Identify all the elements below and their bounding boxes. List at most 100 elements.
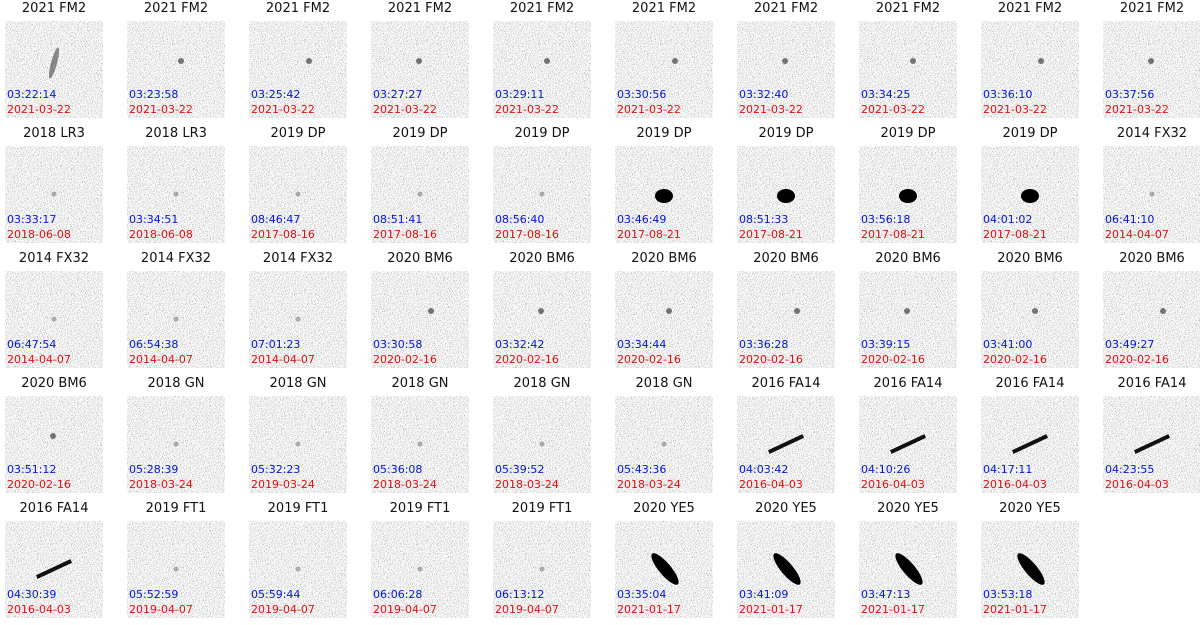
image-feature (371, 21, 469, 118)
image-cutout (249, 396, 347, 493)
panel: 2021 FM2 03:36:10 2021-03-22 (981, 1, 1079, 121)
time-label: 03:56:18 (861, 213, 911, 226)
panel: 2019 DP 08:56:40 2017-08-16 (493, 126, 591, 246)
time-label: 03:49:27 (1105, 338, 1155, 351)
time-label: 04:23:55 (1105, 463, 1155, 476)
time-label: 03:39:15 (861, 338, 911, 351)
image-cutout (859, 271, 957, 368)
image-cutout (981, 21, 1079, 118)
image-cutout (859, 146, 957, 243)
image-cutout (615, 521, 713, 618)
image-feature (615, 396, 713, 493)
image-feature (371, 271, 469, 368)
time-label: 06:13:12 (495, 588, 545, 601)
time-label: 05:39:52 (495, 463, 545, 476)
image-feature (1133, 434, 1171, 454)
image-feature (173, 191, 179, 197)
panel-title: 2016 FA14 (995, 376, 1065, 391)
panel-title: 2018 LR3 (145, 126, 207, 141)
image-feature (428, 308, 434, 314)
time-label: 03:36:28 (739, 338, 789, 351)
panel-title: 2014 FX32 (140, 251, 212, 266)
time-label: 04:30:39 (7, 588, 57, 601)
image-feature (655, 189, 673, 203)
image-cutout (493, 146, 591, 243)
date-label: 2014-04-07 (7, 353, 71, 366)
image-cutout (249, 271, 347, 368)
date-label: 2020-02-16 (983, 353, 1047, 366)
date-label: 2017-08-21 (739, 228, 803, 241)
image-cutout (371, 396, 469, 493)
panel: 2020 YE5 03:35:04 2021-01-17 (615, 501, 713, 621)
panel-title: 2020 BM6 (21, 376, 87, 391)
time-label: 03:30:58 (373, 338, 423, 351)
panel-title: 2019 DP (880, 126, 936, 141)
date-label: 2017-08-21 (617, 228, 681, 241)
panel-title: 2016 FA14 (1117, 376, 1187, 391)
time-label: 03:29:11 (495, 88, 545, 101)
image-feature (35, 559, 73, 579)
panel-title: 2021 FM2 (631, 1, 697, 16)
panel: 2019 FT1 06:13:12 2019-04-07 (493, 501, 591, 621)
image-cutout (127, 146, 225, 243)
date-label: 2017-08-16 (251, 228, 315, 241)
image-feature (737, 21, 835, 118)
image-feature (794, 308, 800, 314)
panel: 2020 BM6 03:41:00 2020-02-16 (981, 251, 1079, 371)
panel: 2019 DP 08:51:33 2017-08-21 (737, 126, 835, 246)
panel: 2016 FA14 04:17:11 2016-04-03 (981, 376, 1079, 496)
panel: 2020 BM6 03:51:12 2020-02-16 (5, 376, 103, 496)
image-cutout (127, 396, 225, 493)
image-cutout (371, 521, 469, 618)
date-label: 2020-02-16 (373, 353, 437, 366)
image-feature (416, 58, 422, 64)
image-feature (782, 58, 788, 64)
panel: 2019 DP 04:01:02 2017-08-21 (981, 126, 1079, 246)
date-label: 2021-03-22 (373, 103, 437, 116)
image-cutout (493, 21, 591, 118)
image-cutout (737, 396, 835, 493)
panel-title: 2019 DP (1002, 126, 1058, 141)
date-label: 2020-02-16 (1105, 353, 1169, 366)
time-label: 03:41:00 (983, 338, 1033, 351)
image-feature (910, 58, 916, 64)
image-feature (1017, 553, 1045, 585)
image-feature (899, 189, 917, 203)
image-cutout (1103, 146, 1200, 243)
image-cutout (1103, 271, 1200, 368)
image-feature (981, 21, 1079, 118)
image-cutout (981, 271, 1079, 368)
panel-title: 2021 FM2 (265, 1, 331, 16)
image-feature (672, 58, 678, 64)
panel: 2020 BM6 03:30:58 2020-02-16 (371, 251, 469, 371)
image-feature (666, 308, 672, 314)
image-cutout (371, 21, 469, 118)
panel-title: 2019 FT1 (267, 501, 329, 516)
image-feature (538, 308, 544, 314)
panel-title: 2020 BM6 (631, 251, 697, 266)
image-cutout (493, 271, 591, 368)
time-label: 05:36:08 (373, 463, 423, 476)
panel-title: 2014 FX32 (18, 251, 90, 266)
time-label: 04:17:11 (983, 463, 1033, 476)
panel-title: 2020 YE5 (755, 501, 817, 516)
image-feature (249, 271, 347, 368)
panel: 2021 FM2 03:22:14 2021-03-22 (5, 1, 103, 121)
image-feature (48, 47, 60, 79)
panel: 2018 GN 05:28:39 2018-03-24 (127, 376, 225, 496)
image-cutout (249, 521, 347, 618)
image-cutout (1103, 21, 1200, 118)
date-label: 2016-04-03 (983, 478, 1047, 491)
panel: 2021 FM2 03:34:25 2021-03-22 (859, 1, 957, 121)
date-label: 2020-02-16 (739, 353, 803, 366)
time-label: 05:28:39 (129, 463, 179, 476)
panel: 2014 FX32 06:47:54 2014-04-07 (5, 251, 103, 371)
panel-title: 2018 GN (269, 376, 327, 391)
panel-title: 2016 FA14 (873, 376, 943, 391)
date-label: 2016-04-03 (861, 478, 925, 491)
image-feature (737, 271, 835, 368)
panel: 2018 LR3 03:33:17 2018-06-08 (5, 126, 103, 246)
panel-title: 2014 FX32 (262, 251, 334, 266)
date-label: 2021-03-22 (617, 103, 681, 116)
image-feature (1149, 191, 1155, 197)
